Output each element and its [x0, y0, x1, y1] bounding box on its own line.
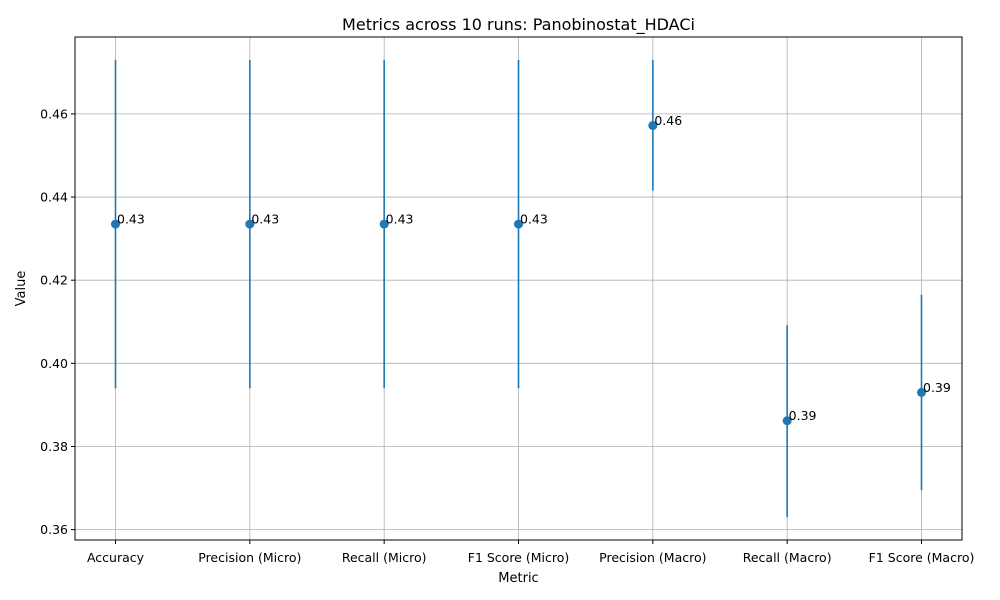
- data-point: [245, 219, 255, 229]
- y-tick-label: 0.40: [40, 356, 68, 371]
- x-tick-label: Recall (Macro): [743, 550, 832, 565]
- data-label: 0.46: [654, 113, 682, 128]
- x-axis-label: Metric: [498, 571, 538, 586]
- data-label: 0.39: [923, 380, 951, 395]
- x-tick-label: Recall (Micro): [342, 550, 427, 565]
- x-tick-label: F1 Score (Micro): [468, 550, 570, 565]
- data-point: [917, 387, 926, 397]
- chart-title: Metrics across 10 runs: Panobinostat_HDA…: [342, 15, 695, 35]
- y-tick-label: 0.46: [40, 106, 68, 121]
- y-axis-label: Value: [14, 271, 29, 307]
- data-points: [111, 121, 926, 426]
- data-labels: 0.43 0.43 0.43 0.43 0.46 0.39 0.39: [117, 113, 951, 423]
- data-label: 0.43: [117, 212, 145, 227]
- x-tick-label: Accuracy: [87, 550, 145, 565]
- data-label: 0.43: [386, 212, 414, 227]
- x-tick-label: Precision (Macro): [599, 550, 706, 565]
- data-label: 0.43: [251, 212, 279, 227]
- data-point: [514, 219, 523, 229]
- x-tick-label: Precision (Micro): [198, 550, 301, 565]
- data-label: 0.39: [789, 408, 817, 423]
- y-tick-label: 0.44: [40, 190, 68, 205]
- y-tick-label: 0.38: [40, 439, 68, 454]
- y-tick-label: 0.42: [40, 273, 68, 288]
- data-label: 0.43: [520, 212, 548, 227]
- data-point: [648, 121, 658, 131]
- y-tick-label: 0.36: [40, 522, 68, 537]
- x-tick-label: F1 Score (Macro): [869, 550, 975, 565]
- x-axis-ticks: Accuracy Precision (Micro) Recall (Micro) F…: [87, 540, 974, 565]
- data-point: [111, 219, 120, 229]
- data-point: [379, 219, 389, 229]
- y-axis-ticks: 0.36 0.38 0.40 0.42 0.44 0.46: [40, 106, 75, 537]
- data-point: [782, 416, 792, 426]
